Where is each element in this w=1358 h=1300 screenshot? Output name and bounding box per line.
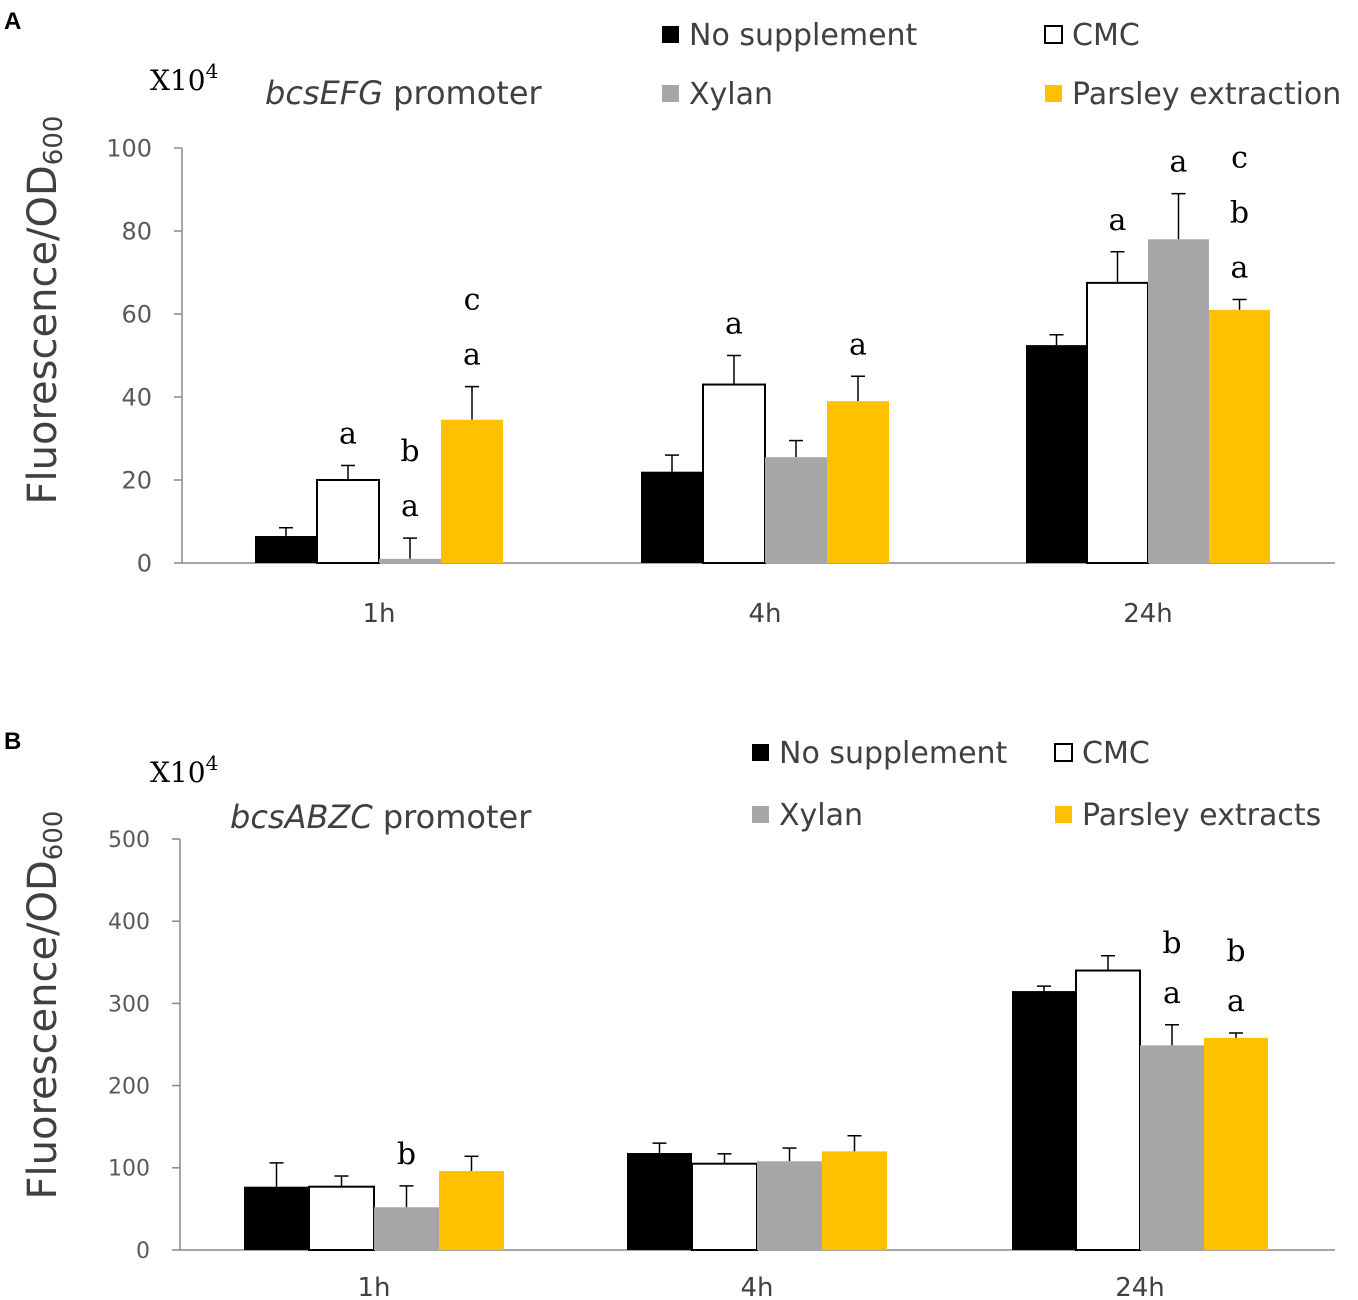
bar xyxy=(765,457,827,563)
chart-title-rest: promoter xyxy=(373,798,533,836)
significance-letter: a xyxy=(1231,250,1249,285)
y-multiplier: X104 xyxy=(150,751,218,789)
legend-swatch xyxy=(662,26,679,43)
bar xyxy=(1204,1037,1268,1250)
legend-swatch xyxy=(662,85,679,102)
y-multiplier-exponent: 4 xyxy=(206,751,219,775)
y-axis-label-subscript: 600 xyxy=(39,116,69,166)
bar xyxy=(374,1207,439,1250)
bar xyxy=(1012,991,1076,1250)
category-label: 4h xyxy=(748,599,781,629)
significance-letter: c xyxy=(1231,140,1248,175)
bar xyxy=(1140,1045,1204,1250)
legend-label: No supplement xyxy=(689,18,918,53)
category-label: 24h xyxy=(1123,599,1173,629)
y-multiplier: X104 xyxy=(150,59,218,97)
chart-title-gene: bcsEFG xyxy=(265,74,383,112)
significance-letter: a xyxy=(1170,145,1188,180)
significance-letter: a xyxy=(1163,976,1181,1011)
y-tick-label: 40 xyxy=(121,384,152,412)
y-axis-label-subscript: 600 xyxy=(39,811,69,861)
bar xyxy=(757,1161,822,1250)
chart-title: bcsABZC promoter xyxy=(230,798,532,836)
legend-swatch xyxy=(752,806,769,823)
legend-swatch xyxy=(1054,743,1073,762)
legend-swatch xyxy=(1045,85,1062,102)
y-axis-label: Fluorescence/OD600 xyxy=(20,116,69,505)
bar xyxy=(1148,239,1209,564)
bar xyxy=(1209,309,1270,563)
category-label: 24h xyxy=(1115,1273,1165,1300)
category-label: 1h xyxy=(357,1273,390,1300)
bar xyxy=(827,401,889,563)
y-multiplier-base: X10 xyxy=(150,756,206,789)
y-tick-label: 500 xyxy=(108,828,150,853)
y-axis-label-main: Fluorescence/OD xyxy=(20,165,66,504)
bar xyxy=(255,536,317,563)
significance-letter: b xyxy=(1230,195,1249,230)
panel-letter-b: B xyxy=(4,728,22,755)
legend-label: CMC xyxy=(1082,736,1150,771)
significance-letter: a xyxy=(463,338,481,373)
y-axis-label-main: Fluorescence/OD xyxy=(20,860,66,1199)
bar xyxy=(244,1186,309,1250)
y-tick-label: 0 xyxy=(137,550,152,578)
bar xyxy=(627,1153,692,1250)
bar xyxy=(439,1171,504,1250)
y-tick-label: 200 xyxy=(108,1075,150,1100)
bar xyxy=(1086,281,1149,564)
y-tick-label: 0 xyxy=(136,1239,150,1264)
bar xyxy=(641,471,703,563)
legend-label: CMC xyxy=(1072,18,1140,53)
y-multiplier-base: X10 xyxy=(150,64,206,97)
legend-label: Xylan xyxy=(779,798,863,833)
legend-label: Parsley extraction xyxy=(1072,77,1341,112)
chart-title-gene: bcsABZC xyxy=(230,798,373,836)
y-axis-label: Fluorescence/OD600 xyxy=(20,811,69,1200)
y-tick-label: 80 xyxy=(121,218,152,246)
chart-title-rest: promoter xyxy=(383,74,543,112)
significance-letter: a xyxy=(849,327,867,362)
bar xyxy=(1075,969,1141,1251)
panel-letter-a: A xyxy=(4,8,22,35)
significance-letter: a xyxy=(725,307,743,342)
significance-letter: a xyxy=(1227,984,1245,1019)
legend-swatch xyxy=(1044,25,1063,44)
category-label: 1h xyxy=(362,599,395,629)
y-tick-label: 100 xyxy=(106,135,152,163)
significance-letter: b xyxy=(397,1137,416,1172)
bar xyxy=(1026,345,1087,563)
legend-swatch xyxy=(1055,806,1072,823)
bar xyxy=(822,1151,887,1250)
category-label: 4h xyxy=(740,1273,773,1300)
y-tick-label: 100 xyxy=(108,1157,150,1182)
bar xyxy=(316,479,380,564)
significance-letter: b xyxy=(400,434,419,469)
legend-label: No supplement xyxy=(779,736,1008,771)
legend-label: Parsley extracts xyxy=(1082,798,1321,833)
bar xyxy=(441,419,503,563)
legend-swatch xyxy=(752,744,769,761)
chart-title: bcsEFG promoter xyxy=(265,74,543,112)
significance-letter: c xyxy=(464,283,481,318)
significance-letter: b xyxy=(1226,934,1245,969)
legend-label: Xylan xyxy=(689,77,773,112)
significance-letter: a xyxy=(339,416,357,451)
bar xyxy=(702,383,766,564)
y-multiplier-exponent: 4 xyxy=(206,59,219,83)
significance-letter: a xyxy=(1109,203,1127,238)
y-tick-label: 20 xyxy=(121,467,152,495)
bar xyxy=(691,1162,758,1251)
significance-letter: a xyxy=(401,489,419,524)
y-tick-label: 400 xyxy=(108,910,150,935)
significance-letter: b xyxy=(1162,926,1181,961)
y-tick-label: 300 xyxy=(108,992,150,1017)
bar xyxy=(379,558,441,563)
bar xyxy=(308,1185,375,1251)
y-tick-label: 60 xyxy=(121,301,152,329)
